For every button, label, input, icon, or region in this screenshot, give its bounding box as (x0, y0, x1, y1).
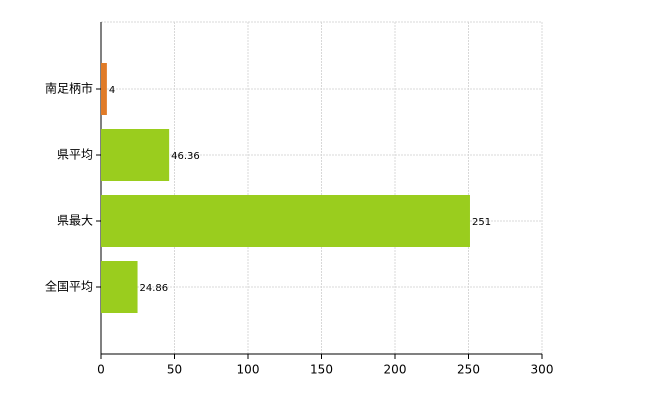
bar (101, 63, 107, 115)
x-tick-label: 150 (310, 363, 333, 377)
x-tick-label: 300 (531, 363, 554, 377)
value-label: 46.36 (171, 151, 200, 162)
y-tick-label: 県平均 (57, 148, 93, 162)
bar (101, 261, 138, 313)
y-tick-label: 県最大 (57, 214, 93, 228)
x-tick-label: 0 (97, 363, 105, 377)
y-tick-label: 全国平均 (45, 279, 93, 294)
value-label: 4 (109, 85, 115, 96)
x-tick-label: 100 (237, 363, 260, 377)
value-label: 251 (472, 217, 491, 228)
x-tick-label: 50 (167, 363, 182, 377)
x-tick-label: 250 (457, 363, 480, 377)
y-tick-label: 南足柄市 (45, 81, 93, 96)
bar (101, 195, 470, 247)
value-label: 24.86 (140, 283, 169, 294)
x-tick-label: 200 (384, 363, 407, 377)
bar (101, 129, 170, 181)
